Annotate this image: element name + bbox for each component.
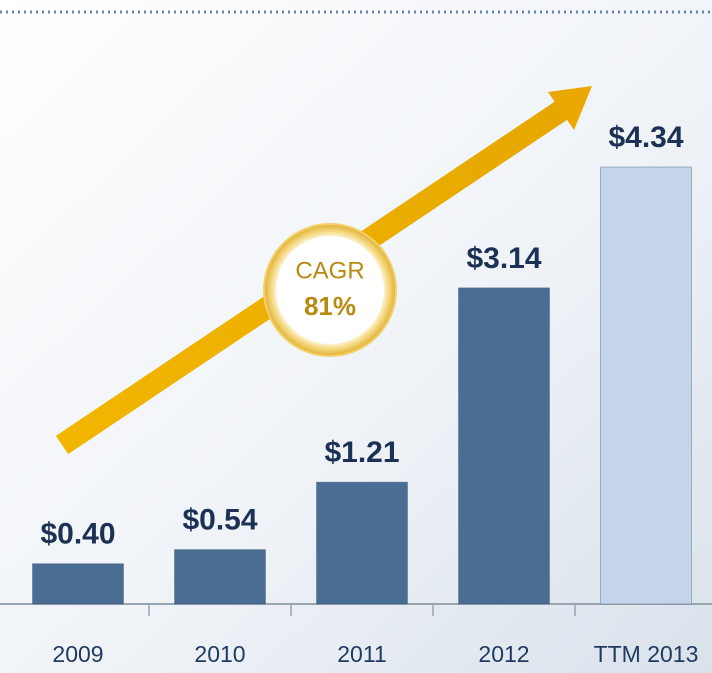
value-label: $3.14 xyxy=(466,242,541,275)
value-label: $4.34 xyxy=(608,121,683,154)
value-label: $1.21 xyxy=(324,436,399,469)
x-tick-label: 2010 xyxy=(194,641,245,667)
bar xyxy=(458,287,550,605)
bar xyxy=(174,549,266,605)
x-tick-label: 2009 xyxy=(52,641,103,667)
bar xyxy=(600,166,692,605)
bar xyxy=(316,481,408,605)
value-label: $0.54 xyxy=(182,504,257,537)
x-tick-label: TTM 2013 xyxy=(594,641,699,667)
cagr-badge: CAGR 81% xyxy=(263,223,397,357)
annotation: CAGR xyxy=(295,257,364,284)
x-tick-label: 2011 xyxy=(337,641,386,667)
annotation: 81% xyxy=(304,291,356,321)
bar xyxy=(32,563,124,605)
value-label: $0.40 xyxy=(40,518,115,551)
x-tick-label: 2012 xyxy=(478,641,529,667)
